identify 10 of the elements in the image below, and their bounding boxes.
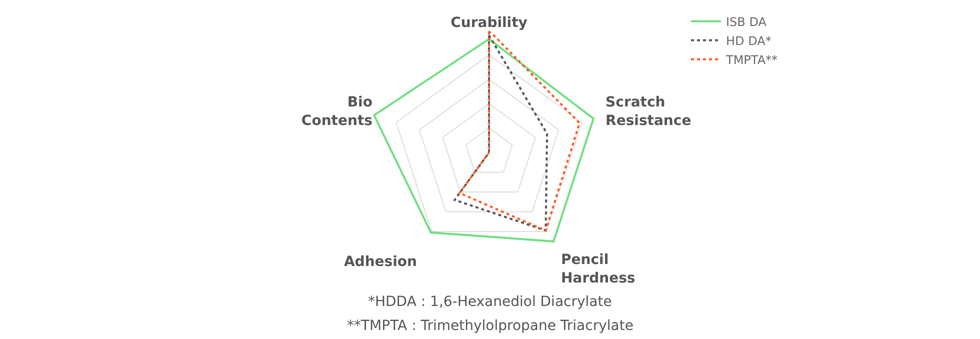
spoke-label: Adhesion — [344, 254, 417, 270]
text: **TMPTA : Trimethylolpropane Triacrylate — [347, 318, 634, 334]
legend-label: HD DA* — [726, 34, 772, 48]
spoke-label: Pencil Hardness — [561, 252, 636, 286]
spoke-label: Scratch Resistance — [606, 94, 692, 129]
spoke-label: Bio Contents — [301, 94, 373, 129]
spoke-label: Curability — [450, 15, 528, 32]
legend-label: TMPTA** — [725, 52, 778, 67]
text: *HDDA : 1,6-Hexanediol Diacrylate — [368, 294, 612, 310]
legend-label: ISB DA — [726, 14, 768, 29]
